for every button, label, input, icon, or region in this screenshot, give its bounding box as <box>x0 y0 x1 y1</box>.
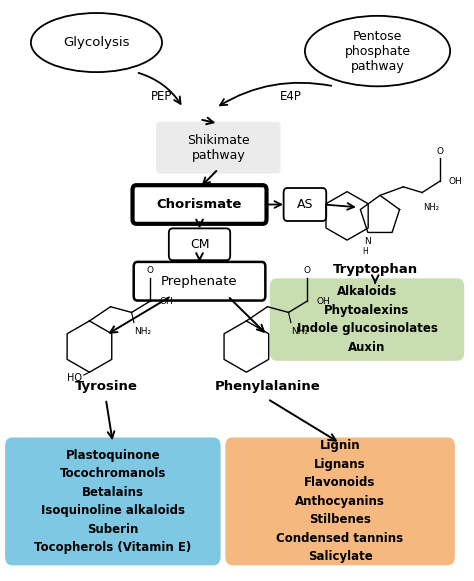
Text: Glycolysis: Glycolysis <box>63 36 130 49</box>
Text: Pentose
phosphate
pathway: Pentose phosphate pathway <box>345 30 410 73</box>
FancyBboxPatch shape <box>133 185 266 224</box>
Text: Lignin
Lignans
Flavonoids
Anthocyanins
Stilbenes
Condensed tannins
Salicylate: Lignin Lignans Flavonoids Anthocyanins S… <box>276 439 404 564</box>
Text: PEP: PEP <box>151 90 173 103</box>
Text: Chorismate: Chorismate <box>157 198 242 211</box>
FancyBboxPatch shape <box>225 437 455 565</box>
FancyBboxPatch shape <box>169 228 230 260</box>
Text: Plastoquinone
Tocochromanols
Betalains
Isoquinoline alkaloids
Suberin
Tocopherol: Plastoquinone Tocochromanols Betalains I… <box>34 449 191 554</box>
Text: NH₂: NH₂ <box>424 203 439 211</box>
Text: Tyrosine: Tyrosine <box>74 380 137 393</box>
FancyBboxPatch shape <box>134 262 265 300</box>
FancyBboxPatch shape <box>270 278 464 361</box>
Text: OH: OH <box>160 296 173 306</box>
Text: OH: OH <box>317 296 330 306</box>
Text: OH: OH <box>448 177 462 186</box>
Text: Phenylalanine: Phenylalanine <box>215 380 320 393</box>
Ellipse shape <box>31 13 162 72</box>
Text: Prephenate: Prephenate <box>161 275 238 288</box>
Text: AS: AS <box>297 198 313 211</box>
Text: O: O <box>437 146 444 156</box>
Ellipse shape <box>305 16 450 87</box>
Text: H: H <box>363 247 368 256</box>
Text: N: N <box>365 237 371 246</box>
Text: O: O <box>147 267 154 275</box>
Text: HO: HO <box>67 373 82 383</box>
FancyBboxPatch shape <box>156 122 281 174</box>
Text: O: O <box>304 267 311 275</box>
Text: Alkaloids
Phytoalexins
Indole glucosinolates
Auxin: Alkaloids Phytoalexins Indole glucosinol… <box>297 285 438 354</box>
FancyBboxPatch shape <box>283 188 326 221</box>
Text: Shikimate
pathway: Shikimate pathway <box>187 134 250 162</box>
Text: E4P: E4P <box>280 90 302 103</box>
Text: NH₂: NH₂ <box>291 327 308 336</box>
FancyBboxPatch shape <box>5 437 220 565</box>
Text: Tryptophan: Tryptophan <box>333 263 418 277</box>
Text: NH₂: NH₂ <box>134 327 151 336</box>
Text: CM: CM <box>190 238 210 251</box>
